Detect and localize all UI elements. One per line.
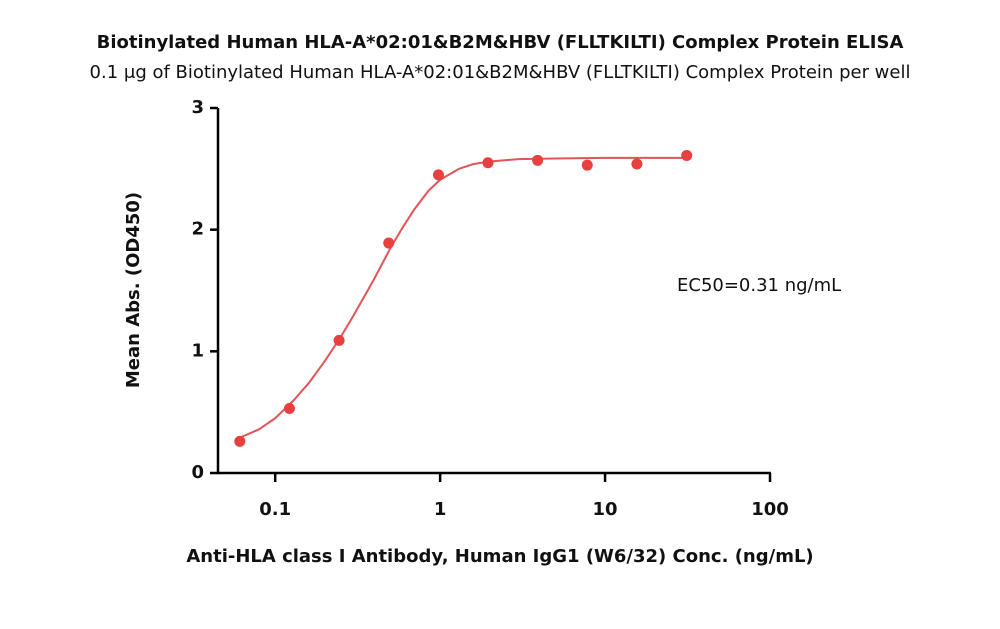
data-point bbox=[283, 403, 295, 415]
x-tick-label: 100 bbox=[751, 499, 789, 520]
data-point bbox=[581, 159, 593, 171]
data-point bbox=[432, 169, 444, 181]
chart-title: Biotinylated Human HLA-A*02:01&B2M&HBV (… bbox=[97, 32, 904, 53]
fit-curve bbox=[239, 156, 687, 439]
chart-subtitle: 0.1 μg of Biotinylated Human HLA-A*02:01… bbox=[90, 62, 911, 83]
annotation: EC50=0.31 ng/mL bbox=[677, 275, 841, 296]
y-tick-label: 0 bbox=[191, 462, 204, 483]
data-point bbox=[234, 435, 246, 447]
x-tick-label: 1 bbox=[434, 499, 447, 520]
x-tick-label: 10 bbox=[593, 499, 618, 520]
y-tick-label: 2 bbox=[191, 219, 204, 240]
data-point bbox=[681, 149, 693, 161]
y-tick-label: 3 bbox=[191, 97, 204, 118]
data-point bbox=[333, 334, 345, 346]
data-point bbox=[532, 154, 544, 166]
x-axis-label: Anti-HLA class I Antibody, Human IgG1 (W… bbox=[186, 546, 813, 567]
data-point bbox=[482, 157, 494, 169]
data-point bbox=[631, 158, 643, 170]
data-point bbox=[383, 237, 395, 249]
y-tick-label: 1 bbox=[191, 340, 204, 361]
x-tick-label: 0.1 bbox=[259, 499, 291, 520]
y-axis-label: Mean Abs. (OD450) bbox=[123, 192, 144, 388]
